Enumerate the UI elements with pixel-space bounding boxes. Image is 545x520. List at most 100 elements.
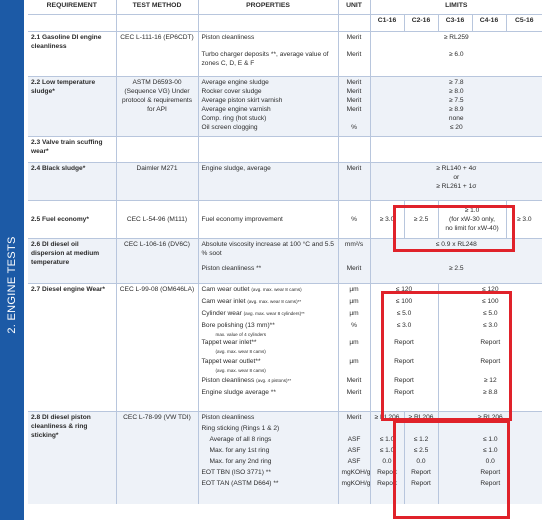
unit-text: Merit [346, 377, 362, 384]
engine-tests-table-wrapper: REQUIREMENT TEST METHOD PROPERTIES UNIT … [28, 0, 543, 520]
property-note: (avg. max. wear 8 cylinders)** [243, 311, 305, 316]
property-text: Cam wear outlet [201, 286, 250, 293]
unit-text: mgKOH/g [341, 469, 371, 476]
property-text: Average engine varnish [201, 106, 271, 113]
property-text: Piston cleanliness [201, 377, 255, 384]
limit-value: ≥ 7.5 [448, 97, 464, 104]
unit-text: µm [349, 310, 359, 317]
limit-value: ≥ RL206 [408, 414, 434, 421]
property-text: Bore polishing (13 mm)** [201, 322, 275, 329]
requirement-text: Diesel engine Wear* [42, 286, 105, 293]
unit-text: Merit [337, 162, 370, 201]
limit-value: Report [377, 480, 397, 487]
limit-value: ≥ 2.5 [448, 265, 464, 272]
limit-value: ≤ 1.0 [379, 436, 395, 443]
limit-value: ≥ RL140 + 4σ [436, 165, 477, 172]
test-method: CEC L-99-08 (OM646LA) [115, 283, 198, 412]
test-method: CEC L-54-96 (M111) [115, 200, 198, 239]
limit-value: ≤ 120 [395, 286, 413, 293]
table-row: 2.5 Fuel economy* CEC L-54-96 (M111) Fue… [28, 200, 543, 239]
header-unit: UNIT [337, 0, 370, 15]
requirement-text: DI diesel oil dispersion at medium tempe… [31, 241, 100, 266]
row-number: 2.1 [31, 34, 41, 41]
unit-text: Merit [346, 97, 362, 104]
table-row: 2.1 Gasoline DI engine cleanliness CEC L… [28, 31, 543, 77]
unit-text: Merit [346, 414, 362, 421]
unit-text: Merit [346, 34, 362, 41]
limit-value: ≥ 12 [483, 377, 497, 384]
limit-value: ≤ 5.0 [482, 310, 498, 317]
requirement-text: Black sludge* [42, 165, 86, 172]
limit-value: ≤ 100 [395, 298, 413, 305]
limit-value: ≥ 8.9 [448, 106, 464, 113]
test-method: CEC L-111-16 (EP6CDT) [115, 31, 198, 77]
property-text: Tappet wear outlet** [201, 358, 261, 365]
limit-value: ≤ 5.0 [396, 310, 412, 317]
limit-value: Report [480, 358, 501, 365]
limit-value: ≤ 2.5 [413, 447, 429, 454]
limit-value: ≤ 20 [449, 124, 463, 131]
header-properties: PROPERTIES [197, 0, 338, 15]
limit-value [442, 424, 540, 435]
limit-value-c5: ≥ 3.0 [505, 200, 543, 239]
limit-value: Report [377, 469, 397, 476]
unit-text: Merit [346, 88, 362, 95]
row-number: 2.7 [31, 286, 41, 293]
header-class-c1: C1-16 [369, 14, 404, 32]
row-number: 2.6 [31, 241, 41, 248]
test-method: CEC L-78-99 (VW TDI) [115, 411, 198, 504]
limit-value: Report [394, 339, 414, 346]
header-class-c2: C2-16 [403, 14, 438, 32]
property-text: Fuel economy improvement [197, 200, 338, 239]
property-text: Piston cleanliness [201, 414, 255, 421]
limit-value: 0.0 [485, 458, 495, 465]
limit-value: ≥ 7.8 [448, 79, 464, 86]
unit-text: ASF [347, 447, 361, 454]
limit-value: ≥ RL261 + 1σ [436, 183, 477, 190]
unit-text: µm [349, 358, 359, 365]
limit-value: ≤ 1.0 [482, 447, 498, 454]
test-method: Daimler M271 [115, 162, 198, 201]
property-text: Engine sludge, average [197, 162, 338, 201]
limit-value: ≥ 8.0 [448, 88, 464, 95]
property-text: Ring sticking (Rings 1 & 2) [201, 425, 280, 432]
table-row: 2.2 Low temperature sludge* ASTM D6593-0… [28, 76, 543, 137]
unit-text: Merit [346, 51, 362, 58]
table-row: 2.8 DI diesel piston cleanliness & ring … [28, 411, 543, 504]
unit-text: Merit [346, 106, 362, 113]
unit-text: Merit [346, 265, 362, 272]
limit-value: ≤ 1.0 [379, 447, 395, 454]
limit-value: ≤ 1.0 [482, 436, 498, 443]
limit-value: ≤ 1.2 [413, 436, 429, 443]
property-text: Piston cleanliness ** [201, 265, 262, 272]
unit-text: Merit [346, 389, 362, 396]
limit-value: ≥ 6.0 [448, 51, 464, 58]
unit-text: µm [349, 339, 359, 346]
property-note: max. value of 4 cylinders [215, 332, 267, 337]
limit-value: ≤ 100 [482, 298, 499, 305]
header-class-c4: C4-16 [471, 14, 506, 32]
test-method: ASTM D6593-00 (Sequence VG) Under protoc… [115, 76, 198, 137]
limit-value: Report [411, 469, 431, 476]
row-number: 2.8 [31, 414, 41, 421]
unit-text: ASF [347, 458, 361, 465]
property-text: Turbo charger deposits **, average value… [201, 51, 329, 67]
unit-text: % [351, 124, 357, 131]
limit-value: ≤ 0.9 x RL248 [435, 241, 477, 248]
test-method: CEC L-106-16 (DV6C) [115, 238, 198, 284]
limit-value: ≥ 1.0 [464, 207, 480, 214]
limit-value-c1: ≥ 3.0 [369, 200, 404, 239]
limit-value: ≥ RL206 [374, 414, 400, 421]
unit-text [342, 114, 367, 123]
property-text: Comp. ring (hot stuck) [201, 115, 267, 122]
table-row: 2.3 Valve train scuffing wear* [28, 136, 543, 163]
requirement-text: Gasoline DI engine cleanliness [31, 34, 102, 50]
property-text: Average engine sludge [201, 79, 269, 86]
property-text: Average of all 8 rings [209, 436, 272, 443]
limit-value: Report [411, 480, 431, 487]
requirement-text: Fuel economy* [42, 216, 89, 223]
unit-text: Merit [346, 79, 362, 86]
limit-value: Report [394, 377, 414, 384]
header-test-method: TEST METHOD [115, 0, 198, 15]
requirement-text: DI diesel piston cleanliness & ring stic… [31, 414, 91, 439]
